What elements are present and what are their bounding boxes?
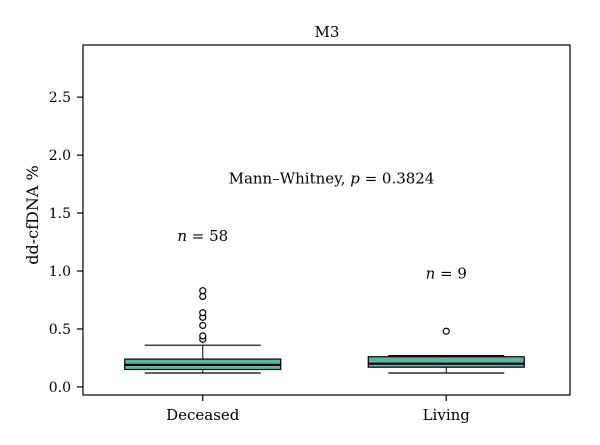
stat-label: Mann–Whitney, — [229, 169, 351, 187]
x-axis: Deceased Living — [166, 395, 470, 424]
n-symbol: n — [426, 264, 436, 282]
annotations: Mann–Whitney, p = 0.3824 — [229, 169, 435, 187]
x-tick-label: Deceased — [166, 406, 240, 424]
y-tick-label: 1.0 — [49, 264, 71, 280]
outlier-point — [199, 287, 207, 295]
outlier-point — [199, 332, 207, 340]
stat-p-symbol: p — [350, 169, 360, 187]
stat-p-value: = 0.3824 — [360, 169, 435, 187]
y-tick-label: 2.0 — [49, 148, 71, 164]
y-tick-label: 0.0 — [49, 380, 71, 396]
y-tick-label: 1.5 — [49, 206, 71, 222]
n-symbol: n — [177, 227, 187, 245]
stat-annotation: Mann–Whitney, p = 0.3824 — [229, 169, 435, 187]
outlier-point — [199, 292, 207, 301]
box-series: n = 58n = 9 — [124, 227, 525, 374]
n-label: n = 9 — [426, 264, 467, 282]
box-living: n = 9 — [367, 264, 525, 374]
y-tick-label: 0.5 — [49, 322, 71, 338]
y-axis-label: dd-cfDNA % — [23, 165, 42, 264]
n-value: = 58 — [187, 227, 228, 245]
outlier-point — [199, 309, 207, 317]
plot-frame — [82, 44, 571, 396]
n-value: = 9 — [435, 264, 467, 282]
n-label: n = 58 — [177, 227, 228, 245]
y-axis: 0.0 0.5 1.0 1.5 2.0 2.5 — [49, 90, 83, 396]
outlier-point — [442, 327, 450, 335]
box-iqr — [367, 356, 525, 368]
chart-title: M3 — [315, 23, 340, 41]
outlier-point — [199, 321, 207, 330]
box-deceased: n = 58 — [124, 227, 282, 374]
y-tick-label: 2.5 — [49, 90, 71, 106]
x-tick-label: Living — [423, 406, 471, 424]
